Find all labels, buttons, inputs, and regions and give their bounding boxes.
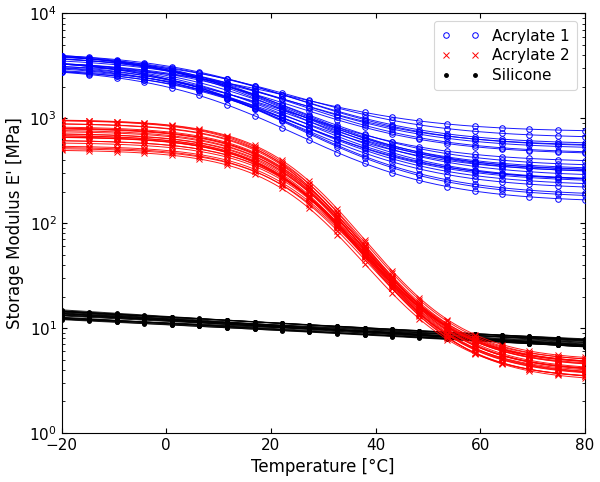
Acrylate 2 <box>113 135 121 141</box>
Line: Acrylate 2: Acrylate 2 <box>59 134 587 371</box>
Acrylate 1 <box>554 196 561 201</box>
Silicone <box>554 342 561 348</box>
Acrylate 1 <box>85 72 92 78</box>
Silicone <box>416 335 423 341</box>
Acrylate 1 <box>334 149 341 155</box>
Silicone <box>85 318 92 323</box>
Acrylate 1 <box>471 188 478 194</box>
Silicone <box>526 341 533 347</box>
Acrylate 2 <box>58 134 65 140</box>
Silicone <box>361 332 368 338</box>
Acrylate 1 <box>168 85 175 91</box>
Silicone <box>471 338 478 344</box>
Silicone <box>168 322 175 328</box>
Legend: Acrylate 1, Acrylate 2, Silicone: Acrylate 1, Acrylate 2, Silicone <box>434 21 577 91</box>
X-axis label: Temperature [°C]: Temperature [°C] <box>251 458 395 476</box>
Silicone <box>334 331 341 336</box>
Acrylate 1 <box>305 137 313 143</box>
Acrylate 2 <box>416 307 423 313</box>
Acrylate 2 <box>141 137 148 143</box>
Acrylate 2 <box>196 143 203 149</box>
Silicone <box>196 323 203 329</box>
Line: Silicone: Silicone <box>58 316 588 350</box>
Line: Acrylate 1: Acrylate 1 <box>59 69 587 202</box>
Acrylate 1 <box>416 177 423 183</box>
Acrylate 2 <box>85 135 92 141</box>
Acrylate 1 <box>526 194 533 200</box>
Acrylate 1 <box>224 102 231 108</box>
Silicone <box>444 336 451 342</box>
Acrylate 2 <box>251 159 258 165</box>
Acrylate 1 <box>361 161 368 166</box>
Acrylate 1 <box>141 80 148 85</box>
Acrylate 2 <box>526 359 533 364</box>
Acrylate 2 <box>334 221 341 227</box>
Acrylate 2 <box>471 343 478 348</box>
Acrylate 2 <box>554 363 561 369</box>
Acrylate 2 <box>499 352 506 358</box>
Acrylate 2 <box>168 139 175 145</box>
Silicone <box>113 319 121 325</box>
Acrylate 1 <box>388 170 395 176</box>
Acrylate 1 <box>278 125 286 131</box>
Acrylate 1 <box>113 75 121 81</box>
Acrylate 2 <box>388 281 395 286</box>
Y-axis label: Storage Modulus E' [MPa]: Storage Modulus E' [MPa] <box>5 117 23 329</box>
Acrylate 2 <box>361 251 368 256</box>
Silicone <box>251 326 258 332</box>
Acrylate 1 <box>499 191 506 197</box>
Acrylate 1 <box>581 197 589 203</box>
Acrylate 1 <box>444 184 451 189</box>
Silicone <box>224 325 231 331</box>
Acrylate 1 <box>251 113 258 119</box>
Acrylate 2 <box>278 174 286 179</box>
Acrylate 2 <box>444 328 451 334</box>
Silicone <box>499 339 506 345</box>
Acrylate 2 <box>581 365 589 371</box>
Silicone <box>305 329 313 335</box>
Acrylate 2 <box>224 149 231 155</box>
Silicone <box>581 344 589 349</box>
Silicone <box>388 334 395 339</box>
Acrylate 2 <box>305 194 313 200</box>
Silicone <box>278 328 286 334</box>
Silicone <box>141 321 148 326</box>
Silicone <box>58 316 65 322</box>
Acrylate 1 <box>58 69 65 75</box>
Acrylate 1 <box>196 93 203 98</box>
